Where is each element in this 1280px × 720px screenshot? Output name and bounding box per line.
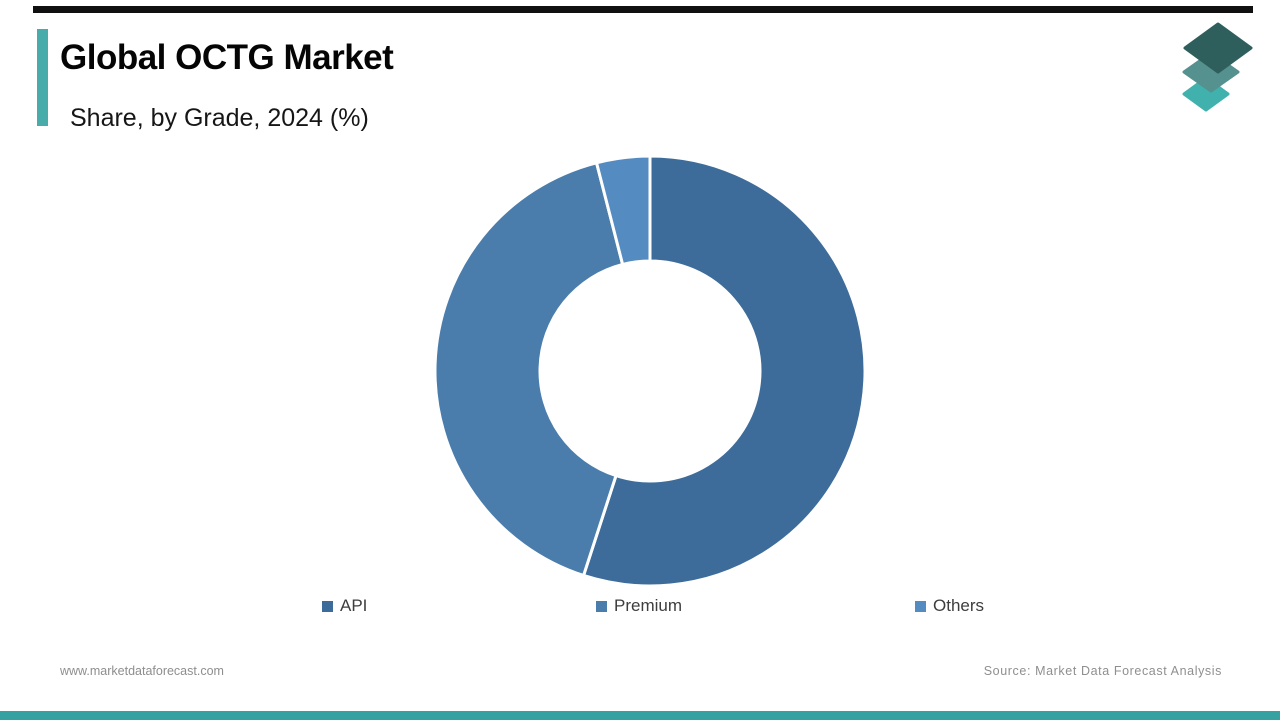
bottom-accent-bar <box>0 711 1280 720</box>
stacked-layers-icon <box>1173 20 1253 112</box>
footer-website: www.marketdataforecast.com <box>60 664 224 678</box>
footer-source: Source: Market Data Forecast Analysis <box>983 664 1222 678</box>
legend-swatch-others <box>915 600 926 612</box>
page-title: Global OCTG Market <box>60 38 394 77</box>
legend-label: Others <box>933 596 985 615</box>
donut-segment-api <box>581 154 867 588</box>
legend-item-api: API <box>322 596 367 616</box>
top-accent-bar <box>33 6 1253 13</box>
legend-item-others: Others <box>915 596 984 616</box>
legend-label: API <box>340 596 368 615</box>
title-accent-bar <box>37 29 48 126</box>
donut-segment-premium <box>433 160 625 578</box>
chart-legend: API Premium Others <box>0 596 1280 618</box>
donut-segment-others <box>594 154 652 267</box>
legend-item-premium: Premium <box>596 596 682 616</box>
donut-chart <box>430 151 870 591</box>
legend-label: Premium <box>614 596 683 615</box>
legend-swatch-premium <box>596 600 607 612</box>
page-subtitle: Share, by Grade, 2024 (%) <box>70 104 369 132</box>
legend-swatch-api <box>322 600 333 612</box>
